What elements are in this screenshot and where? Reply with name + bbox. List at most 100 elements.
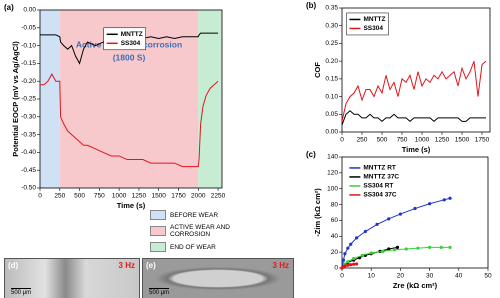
region-label: END OF WEAR: [170, 243, 216, 251]
x-tick-label: 500: [74, 193, 85, 200]
region-label: BEFORE WEAR: [170, 211, 219, 219]
x-tick-label: 50: [484, 273, 492, 280]
y-tick-label: 0.00: [325, 129, 338, 136]
point: [448, 196, 452, 200]
y-tick-label: 0.10: [325, 93, 338, 100]
point: [352, 262, 356, 266]
y-tick-label: 0: [334, 265, 338, 272]
point: [413, 206, 417, 211]
legend-box: [346, 12, 389, 36]
y-tick-label: 0.15: [325, 76, 338, 83]
point: [448, 245, 452, 249]
x-tick-label: 500: [377, 137, 388, 144]
region-swatch: [150, 226, 166, 236]
region-legend-entry: ACTIVE WEAR AND CORROSION: [150, 224, 250, 238]
y-tick-label: -0.30: [21, 114, 36, 121]
annotation: (1800 S): [113, 52, 146, 62]
y-axis-label: COF: [313, 62, 322, 78]
x-tick-label: 2250: [211, 193, 226, 200]
image-label: (d): [8, 261, 19, 270]
y-tick-label: 120: [327, 170, 338, 177]
point: [428, 245, 432, 249]
region: [198, 10, 222, 188]
legend-label: SS304: [363, 25, 383, 32]
y-tick-label: 80: [331, 201, 339, 208]
plot-frame: [341, 7, 491, 133]
image-frequency: 3 Hz: [118, 261, 135, 270]
point: [343, 264, 347, 268]
x-tick-label: 750: [397, 137, 408, 144]
point: [439, 245, 443, 249]
y-tick-label: -0.10: [21, 42, 36, 49]
point: [381, 249, 385, 253]
x-tick-label: 1500: [151, 193, 166, 200]
point: [395, 245, 400, 249]
region-swatch: [150, 210, 166, 220]
point: [387, 217, 391, 221]
y-tick-label: 100: [327, 185, 338, 192]
legend-label: MNTTZ: [363, 16, 385, 23]
legend-label: MNTTZ RT: [363, 165, 396, 172]
point: [346, 260, 350, 264]
x-axis-label: Time (s): [402, 145, 431, 154]
point: [442, 198, 446, 202]
y-tick-label: 140: [327, 154, 338, 161]
y-tick-label: 0.30: [325, 22, 338, 29]
x-tick-label: 1250: [435, 137, 450, 144]
y-tick-label: 0.35: [325, 5, 338, 12]
x-tick-label: 750: [94, 193, 105, 200]
point: [375, 222, 379, 226]
x-tick-label: 1000: [112, 193, 127, 200]
x-tick-label: 0: [340, 137, 344, 144]
x-axis-label: Time (s): [117, 201, 146, 210]
scale-bar: 500 μm: [11, 288, 32, 296]
point: [346, 263, 350, 267]
y-tick-label: 0.20: [325, 58, 338, 65]
point: [369, 251, 373, 255]
y-axis-label: Potential EOCP (mV vs Ag/AgCl): [11, 41, 20, 157]
point: [428, 202, 432, 206]
point: [360, 253, 365, 257]
series-line: [341, 110, 486, 126]
legend-label: SS304 RT: [363, 183, 393, 190]
y-tick-label: 40: [331, 233, 339, 240]
legend-label: MNTTZ: [121, 31, 143, 38]
x-tick-label: 0: [38, 193, 42, 200]
y-tick-label: 0.00: [23, 7, 36, 14]
image-frequency: 3 Hz: [272, 261, 289, 270]
x-tick-label: 1750: [475, 137, 490, 144]
legend-label: SS304 37C: [363, 192, 397, 199]
x-tick-label: 2000: [191, 193, 206, 200]
legend-box: [103, 27, 146, 51]
panel-label: (a): [4, 3, 14, 12]
point: [349, 242, 353, 246]
x-tick-label: 30: [426, 273, 434, 280]
point: [387, 247, 391, 251]
scale-bar: 500 μm: [149, 288, 170, 296]
y-tick-label: 0.05: [325, 111, 338, 118]
point: [355, 236, 359, 240]
legend-label: MNTTZ 37C: [363, 174, 399, 181]
y-tick-label: -0.20: [21, 78, 36, 85]
point: [346, 246, 350, 250]
x-tick-label: 10: [368, 273, 376, 280]
panel-label: (b): [306, 1, 317, 10]
point: [392, 248, 397, 252]
legend-label: SS304: [121, 40, 141, 47]
x-tick-label: 1750: [171, 193, 186, 200]
y-tick-label: -0.35: [21, 131, 36, 138]
point: [355, 262, 359, 266]
point: [341, 258, 346, 262]
y-tick-label: -0.15: [21, 60, 36, 67]
point: [404, 247, 408, 251]
region-legend: BEFORE WEAR ACTIVE WEAR AND CORROSION END …: [150, 210, 250, 256]
x-tick-label: 40: [455, 273, 463, 280]
point: [343, 252, 347, 256]
x-tick-label: 1000: [415, 137, 430, 144]
point: [416, 246, 420, 250]
x-tick-label: 20: [397, 273, 405, 280]
region: [40, 10, 60, 188]
x-tick-label: 250: [357, 137, 368, 144]
point: [349, 263, 353, 267]
y-tick-label: -0.25: [21, 96, 36, 103]
